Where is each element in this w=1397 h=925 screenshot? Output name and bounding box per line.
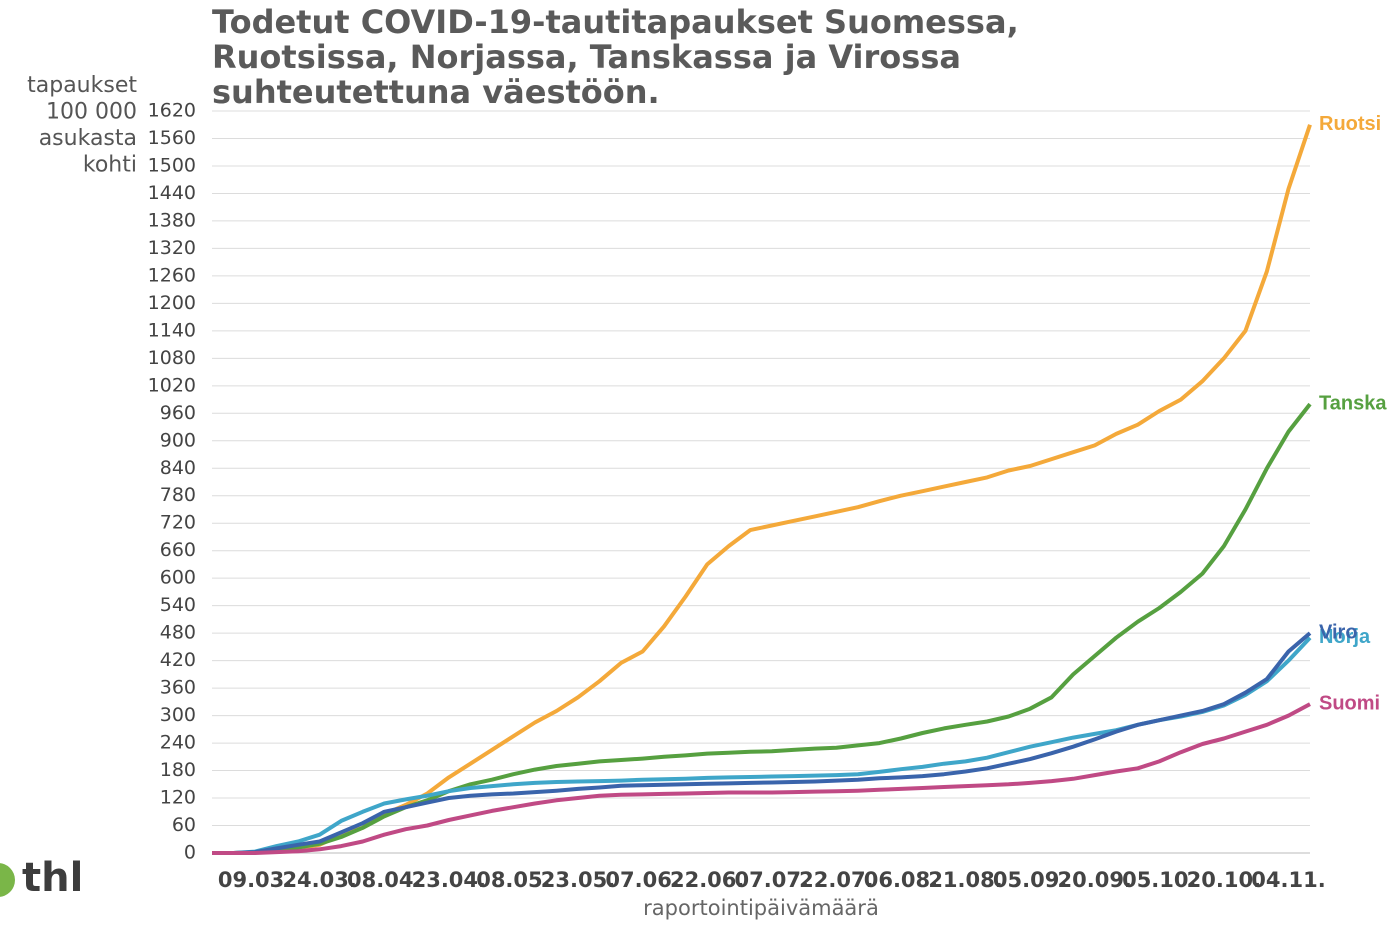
x-tick-label: 23.05. [541,868,615,892]
y-axis-label: tapaukset [27,73,137,98]
x-tick-label: 04.11. [1251,868,1325,892]
x-tick-label: 24.03. [282,868,356,892]
x-tick-label: 08.04. [347,868,421,892]
y-tick-label: 1320 [148,237,196,259]
x-tick-label: 07.06. [605,868,679,892]
y-tick-label: 780 [160,484,196,506]
series-label: Viro [1319,621,1358,643]
chart-title: Ruotsissa, Norjassa, Tanskassa ja Viross… [212,38,961,76]
x-tick-label: 22.06. [670,868,744,892]
y-tick-label: 240 [160,732,196,754]
y-tick-label: 1080 [148,347,196,369]
series-line [212,124,1312,855]
series-label: Ruotsi [1319,113,1381,135]
x-tick-label: 06.08. [864,868,938,892]
x-tick-label: 05.10. [1122,868,1196,892]
y-tick-label: 1140 [148,319,196,341]
y-tick-label: 1020 [148,374,196,396]
y-tick-label: 0 [184,842,196,864]
y-tick-label: 60 [172,814,196,836]
logo-text: thl [22,855,83,901]
x-axis-label: raportointipäivämäärä [643,896,879,920]
x-tick-label: 21.08. [928,868,1002,892]
y-tick-label: 360 [160,677,196,699]
y-tick-label: 720 [160,512,196,534]
x-tick-label: 20.10. [1187,868,1261,892]
logo: thl [0,855,83,901]
y-tick-label: 900 [160,429,196,451]
x-tick-label: 22.07. [799,868,873,892]
y-tick-label: 1440 [148,182,196,204]
y-tick-label: 420 [160,649,196,671]
series-line [212,702,1311,855]
x-tick-label: 08.05. [476,868,550,892]
y-tick-label: 660 [160,539,196,561]
y-tick-label: 960 [160,402,196,424]
x-tick-label: 07.07. [735,868,809,892]
chart-title: Todetut COVID-19-tautitapaukset Suomessa… [212,3,1019,41]
x-tick-label: 05.09. [993,868,1067,892]
series-label: Suomi [1319,692,1380,714]
series-line [212,631,1312,855]
x-tick-label: 09.03. [218,868,292,892]
series-label: Norja [1319,626,1371,648]
y-axis-label: kohti [83,153,137,178]
y-tick-label: 1380 [148,209,196,231]
y-tick-label: 1260 [148,264,196,286]
x-tick-label: 23.04. [412,868,486,892]
y-tick-label: 1620 [148,100,196,122]
y-tick-label: 180 [160,759,196,781]
logo-icon [0,863,15,897]
y-tick-label: 1500 [148,154,196,176]
y-axis-label: 100 000 [46,100,137,125]
x-tick-label: 20.09. [1058,868,1132,892]
series-line [212,402,1312,855]
y-axis-label: asukasta [39,126,137,151]
y-tick-label: 540 [160,594,196,616]
y-tick-label: 120 [160,787,196,809]
y-tick-label: 1560 [148,127,196,149]
y-tick-label: 300 [160,704,196,726]
y-tick-label: 1200 [148,292,196,314]
y-tick-label: 600 [160,567,196,589]
series-label: Tanska [1319,392,1387,414]
chart-title: suhteutettuna väestöön. [212,73,660,111]
y-tick-label: 480 [160,622,196,644]
y-tick-label: 840 [160,457,196,479]
